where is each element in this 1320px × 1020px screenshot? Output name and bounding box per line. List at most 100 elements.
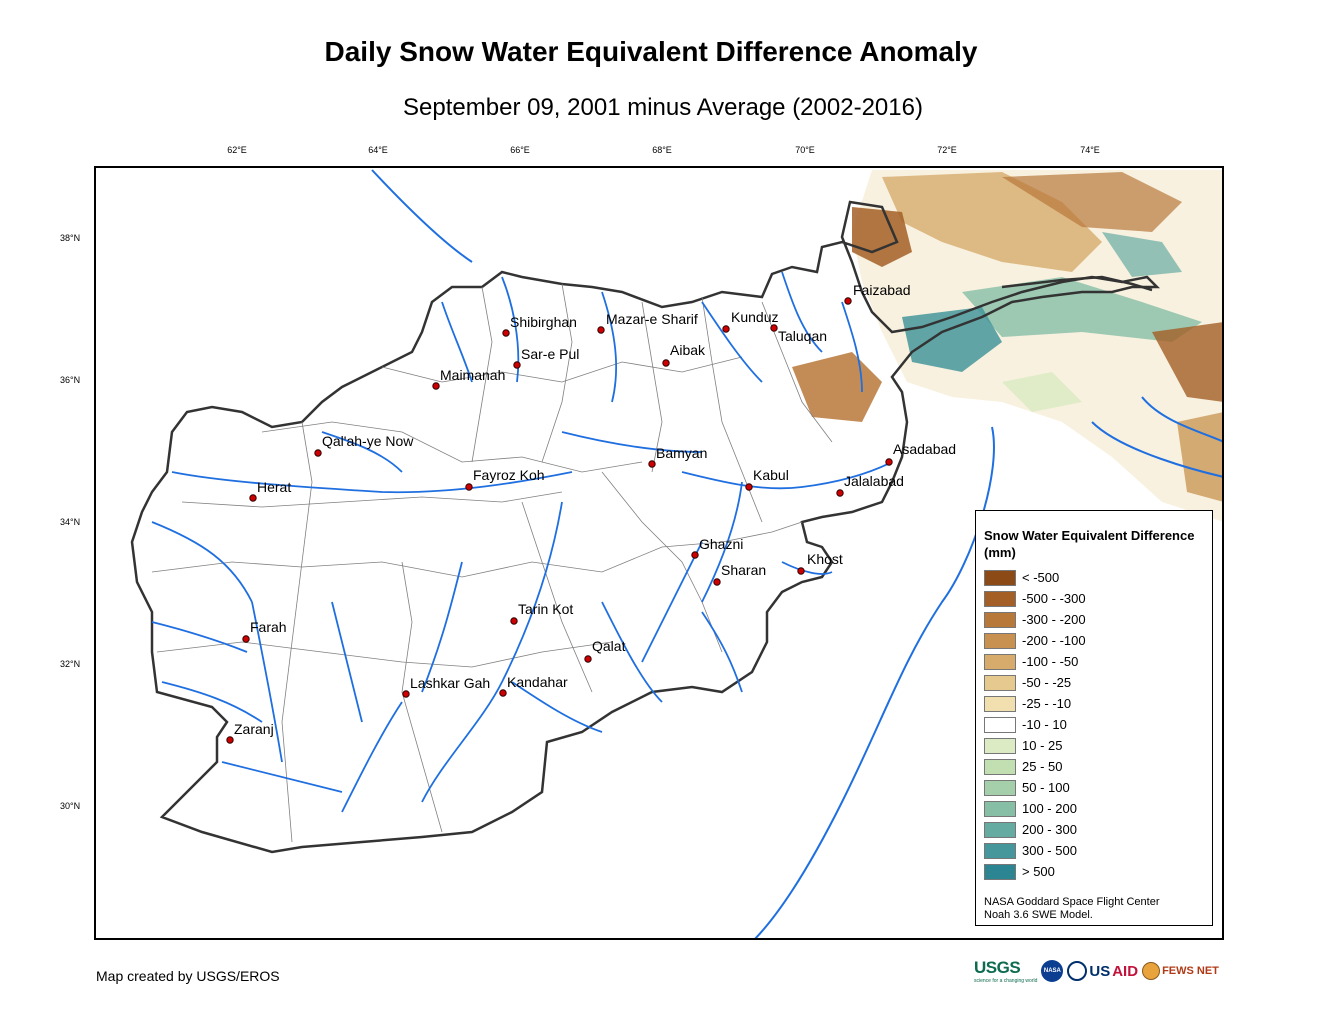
legend-swatch — [984, 611, 1016, 628]
logo-strip: USGS science for a changing world NASA U… — [974, 958, 1219, 984]
legend-credit-line2: Noah 3.6 SWE Model. — [984, 909, 1093, 921]
legend-item: -200 - -100 — [984, 630, 1204, 651]
city-marker — [770, 324, 778, 332]
city-label: Sar-e Pul — [521, 346, 579, 362]
usaid-seal-icon — [1067, 961, 1088, 981]
legend-label: < -500 — [1022, 570, 1060, 585]
legend-item: 50 - 100 — [984, 777, 1204, 798]
legend-item: -100 - -50 — [984, 651, 1204, 672]
legend-label: -25 - -10 — [1022, 696, 1072, 711]
legend-label: -100 - -50 — [1022, 654, 1079, 669]
city-marker — [662, 359, 670, 367]
city-marker — [249, 494, 257, 502]
lon-label: 68°E — [652, 145, 672, 155]
city-label: Ghazni — [699, 536, 743, 552]
city-label: Jalalabad — [844, 473, 904, 489]
city-label: Sharan — [721, 562, 766, 578]
city-marker — [844, 297, 852, 305]
legend-item: < -500 — [984, 567, 1204, 588]
legend-title: Snow Water Equivalent Difference (mm) — [984, 528, 1195, 560]
legend-label: -500 - -300 — [1022, 591, 1086, 606]
usgs-logo-text: USGS — [974, 958, 1021, 977]
legend-swatch — [984, 821, 1016, 838]
city-marker — [242, 635, 250, 643]
city-marker — [502, 329, 510, 337]
city-marker — [597, 326, 605, 334]
city-label: Maimanah — [440, 367, 505, 383]
usaid-logo: US AID — [1067, 961, 1138, 981]
legend-label: 100 - 200 — [1022, 801, 1077, 816]
map-frame[interactable]: Faizabad Shibirghan Mazar-e Sharif Kundu… — [94, 166, 1224, 940]
legend-credit: NASA Goddard Space Flight Center Noah 3.… — [984, 896, 1204, 922]
legend-swatch — [984, 716, 1016, 733]
city-marker — [745, 483, 753, 491]
lat-label: 32°N — [60, 659, 81, 669]
city-marker — [510, 617, 518, 625]
legend-swatch — [984, 758, 1016, 775]
legend-swatch — [984, 569, 1016, 586]
legend-item: -50 - -25 — [984, 672, 1204, 693]
legend-item: 200 - 300 — [984, 819, 1204, 840]
city-label: Tarin Kot — [518, 601, 573, 617]
legend-label: > 500 — [1022, 864, 1055, 879]
legend-credit-line1: NASA Goddard Space Flight Center — [984, 896, 1160, 908]
city-label: Kandahar — [507, 674, 568, 690]
city-marker — [513, 361, 521, 369]
legend-label: -50 - -25 — [1022, 675, 1072, 690]
city-marker — [432, 382, 440, 390]
city-label: Herat — [257, 479, 291, 495]
legend-item: -500 - -300 — [984, 588, 1204, 609]
legend-label: 300 - 500 — [1022, 843, 1077, 858]
city-label: Lashkar Gah — [410, 675, 490, 691]
city-label: Taluqan — [778, 328, 827, 344]
lon-label: 74°E — [1080, 145, 1100, 155]
city-marker — [836, 489, 844, 497]
city-label: Asadabad — [893, 441, 956, 457]
lon-label: 70°E — [795, 145, 815, 155]
city-label: Shibirghan — [510, 314, 577, 330]
map-canvas[interactable]: Faizabad Shibirghan Mazar-e Sharif Kundu… — [96, 168, 1224, 940]
lat-label: 30°N — [60, 801, 81, 811]
legend-item: 100 - 200 — [984, 798, 1204, 819]
fews-net-text: FEWS NET — [1162, 965, 1219, 977]
city-marker — [314, 449, 322, 457]
city-marker — [797, 567, 805, 575]
wakhan-border — [1001, 275, 1153, 292]
city-label: Aibak — [670, 342, 706, 358]
city-marker — [465, 483, 473, 491]
lat-label: 36°N — [60, 375, 81, 385]
legend: Snow Water Equivalent Difference (mm) < … — [975, 510, 1213, 926]
lat-label: 38°N — [60, 233, 81, 243]
city-label: Zaranj — [234, 721, 274, 737]
lon-label: 64°E — [368, 145, 388, 155]
city-marker — [885, 458, 893, 466]
city-label: Kabul — [753, 467, 789, 483]
nasa-logo: NASA — [1041, 960, 1064, 982]
fews-net-logo: FEWS NET — [1142, 962, 1219, 980]
city-label: Bamyan — [656, 445, 707, 461]
legend-item: -25 - -10 — [984, 693, 1204, 714]
city-marker — [691, 551, 699, 559]
map-title: Daily Snow Water Equivalent Difference A… — [324, 36, 978, 67]
legend-item: > 500 — [984, 861, 1204, 882]
legend-label: 10 - 25 — [1022, 738, 1063, 753]
city-marker — [402, 690, 410, 698]
footer-credit: Map created by USGS/EROS — [96, 968, 280, 984]
city-marker — [713, 578, 721, 586]
legend-label: -200 - -100 — [1022, 633, 1086, 648]
fews-globe-icon — [1142, 962, 1161, 980]
legend-swatch — [984, 653, 1016, 670]
legend-items: < -500 -500 - -300 -300 - -200 -200 - -1… — [984, 567, 1204, 882]
legend-swatch — [984, 737, 1016, 754]
lon-label: 66°E — [510, 145, 530, 155]
legend-label: -10 - 10 — [1022, 717, 1067, 732]
legend-label: 50 - 100 — [1022, 780, 1070, 795]
usaid-aid-text: AID — [1112, 962, 1139, 980]
city-label: Kunduz — [731, 309, 778, 325]
legend-swatch — [984, 863, 1016, 880]
city-label: Qalat — [592, 638, 626, 654]
legend-item: -10 - 10 — [984, 714, 1204, 735]
legend-item: 25 - 50 — [984, 756, 1204, 777]
city-label: Khost — [807, 551, 843, 567]
interior-rivers — [151, 271, 893, 813]
